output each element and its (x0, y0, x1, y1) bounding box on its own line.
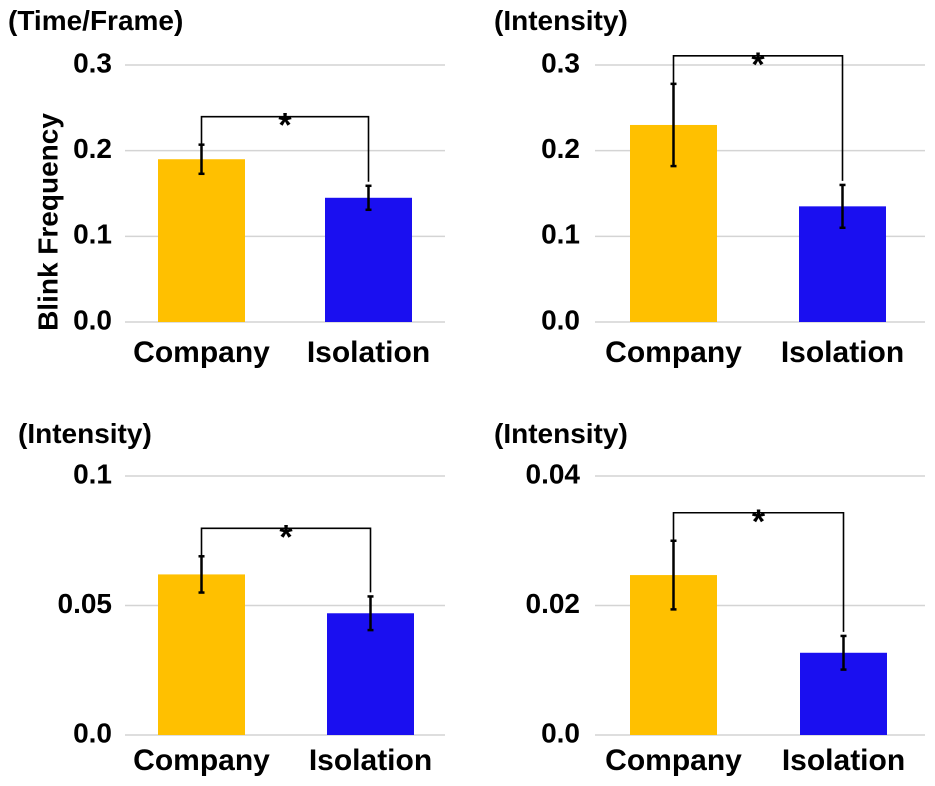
y-tick-label: 0.2 (541, 133, 580, 164)
y-tick-label: 0.0 (73, 717, 112, 748)
bar (327, 613, 414, 735)
y-tick-label: 0.2 (73, 133, 112, 164)
y-tick-label: 0.3 (541, 47, 580, 78)
significance-marker: * (752, 503, 766, 541)
y-tick-label: 0.1 (73, 219, 112, 250)
significance-bracket (200, 527, 372, 593)
y-tick-label: 0.1 (541, 219, 580, 250)
y-tick-label: 0.1 (73, 458, 112, 489)
significance-marker: * (751, 46, 765, 84)
x-category-label: Company (605, 336, 742, 369)
panel-title: (Intensity) (494, 5, 628, 36)
significance-marker: * (279, 518, 293, 556)
panel-title: (Time/Frame) (8, 5, 183, 36)
bar (158, 574, 245, 735)
y-tick-label: 0.04 (526, 458, 581, 489)
x-category-label: Isolation (781, 336, 904, 369)
x-category-label: Company (133, 744, 270, 777)
significance-marker: * (278, 107, 292, 145)
significance-bracket (672, 55, 844, 181)
y-tick-label: 0.3 (73, 47, 112, 78)
y-axis-title: Blink Frequency (32, 113, 63, 331)
x-category-label: Company (605, 744, 742, 777)
panel-title: (Intensity) (18, 418, 152, 449)
x-category-label: Isolation (782, 744, 905, 777)
x-category-label: Company (133, 336, 270, 369)
y-tick-label: 0.05 (58, 588, 113, 619)
significance-bracket (200, 115, 370, 182)
bar (325, 197, 412, 322)
significance-bracket (672, 511, 845, 632)
x-category-label: Isolation (309, 744, 432, 777)
y-tick-label: 0.02 (526, 588, 581, 619)
panel-title: (Intensity) (494, 418, 628, 449)
y-tick-label: 0.0 (73, 304, 112, 335)
y-tick-label: 0.0 (541, 717, 580, 748)
y-tick-label: 0.0 (541, 304, 580, 335)
bar (158, 159, 245, 322)
x-category-label: Isolation (307, 336, 430, 369)
